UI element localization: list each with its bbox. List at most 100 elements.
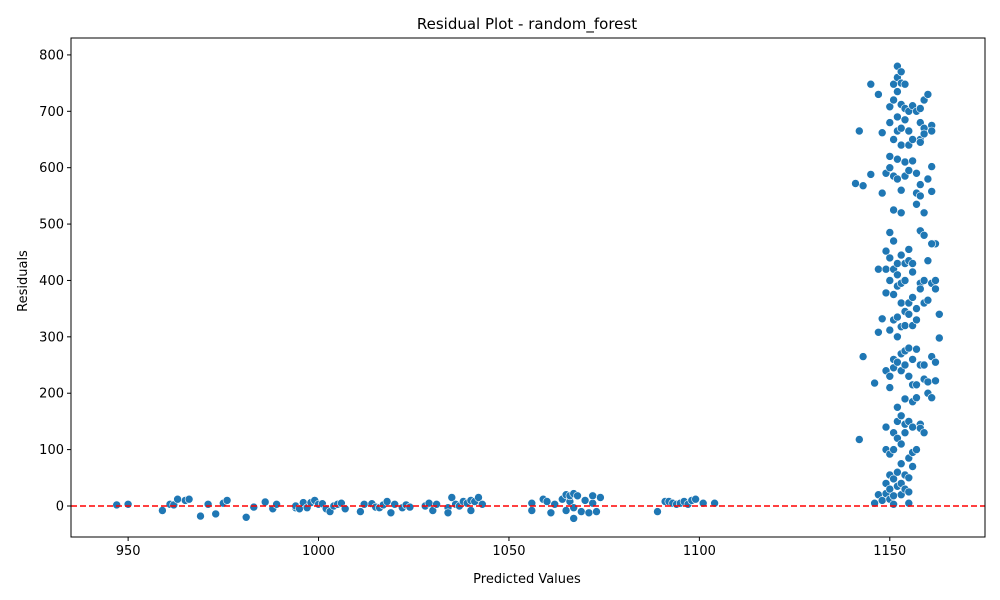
data-point <box>477 499 487 509</box>
data-point <box>919 129 929 139</box>
y-axis-label: Residuals <box>16 250 31 312</box>
data-point <box>546 508 556 518</box>
data-point <box>893 312 902 322</box>
data-point <box>158 506 167 515</box>
data-point <box>870 378 879 388</box>
data-point <box>889 95 898 105</box>
y-tick-label: 800 <box>39 48 64 63</box>
data-point <box>927 126 937 136</box>
data-point <box>893 357 902 367</box>
data-point <box>359 499 369 509</box>
x-tick-label: 1100 <box>683 544 716 559</box>
data-point <box>573 491 582 501</box>
data-point <box>576 507 586 516</box>
data-point <box>900 115 910 125</box>
data-point <box>908 259 917 268</box>
data-point <box>896 185 906 195</box>
data-point <box>896 67 906 77</box>
data-point <box>173 494 182 504</box>
data-point <box>893 154 902 164</box>
data-point <box>877 314 887 324</box>
data-point <box>196 511 205 521</box>
data-point <box>927 162 937 171</box>
data-point <box>889 499 898 509</box>
data-point <box>858 181 868 190</box>
x-axis-label: Predicted Values <box>473 572 581 587</box>
data-point <box>896 459 906 469</box>
data-point <box>885 484 895 494</box>
data-point <box>550 499 560 509</box>
data-point <box>915 138 925 147</box>
data-point <box>466 506 476 515</box>
data-point <box>885 152 895 161</box>
data-point <box>584 508 594 518</box>
data-point <box>851 179 860 188</box>
data-point <box>272 499 281 509</box>
data-point <box>893 259 902 268</box>
data-point <box>881 246 891 256</box>
data-point <box>874 90 883 99</box>
data-point <box>885 325 895 335</box>
data-point <box>889 474 898 484</box>
data-point <box>908 422 917 432</box>
data-point <box>915 104 925 113</box>
data-point <box>112 500 121 510</box>
data-point <box>915 180 925 189</box>
data-point <box>923 295 933 305</box>
data-point <box>893 467 902 477</box>
data-point <box>896 250 906 260</box>
data-point <box>885 163 895 172</box>
data-point <box>923 174 933 184</box>
data-point <box>931 357 940 367</box>
y-tick-label: 100 <box>39 443 64 458</box>
data-point <box>569 503 579 513</box>
data-point <box>904 487 914 497</box>
data-point <box>123 499 133 509</box>
data-point <box>931 276 940 285</box>
data-point <box>908 293 917 302</box>
data-point <box>382 497 392 506</box>
data-point <box>877 188 887 198</box>
data-point <box>896 123 906 133</box>
data-point <box>592 507 601 516</box>
data-point <box>912 380 921 390</box>
data-point <box>893 270 902 280</box>
data-point <box>908 462 917 471</box>
data-point <box>904 343 914 353</box>
data-point <box>893 174 902 184</box>
data-point <box>919 231 929 240</box>
data-point <box>912 315 921 325</box>
data-point <box>885 276 895 285</box>
data-point <box>900 321 910 330</box>
y-tick-label: 300 <box>39 330 64 345</box>
data-point <box>885 371 895 381</box>
data-point <box>889 445 898 454</box>
data-point <box>211 509 220 519</box>
x-tick-label: 1050 <box>492 544 525 559</box>
data-point <box>386 508 396 518</box>
data-point <box>580 496 590 505</box>
data-point <box>893 87 902 96</box>
x-tick-label: 1150 <box>873 544 906 559</box>
data-point <box>927 393 937 403</box>
data-point <box>222 496 232 505</box>
data-point <box>912 169 921 178</box>
data-point <box>896 439 906 449</box>
data-point <box>203 499 213 509</box>
data-point <box>927 239 937 249</box>
data-point <box>184 494 194 504</box>
data-point <box>885 228 895 237</box>
data-point <box>390 499 400 509</box>
data-point <box>889 491 898 501</box>
data-point <box>896 298 906 308</box>
data-point <box>889 290 898 299</box>
data-point <box>896 140 906 150</box>
data-point <box>908 135 917 144</box>
data-point <box>900 360 910 370</box>
data-point <box>474 493 483 502</box>
data-point <box>561 506 571 515</box>
data-point <box>900 428 910 438</box>
data-point <box>908 355 917 364</box>
data-point <box>542 497 552 506</box>
